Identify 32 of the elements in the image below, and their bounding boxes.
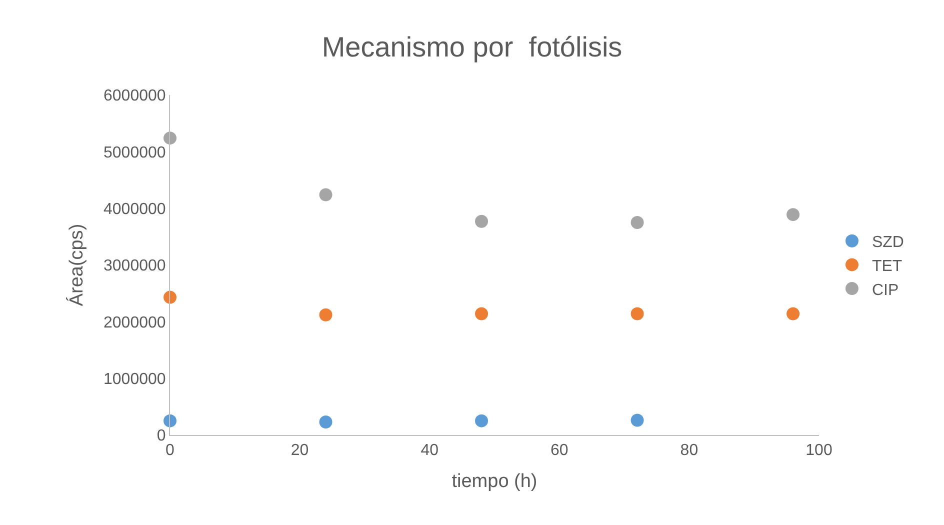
y-axis-title: Área(cps) (65, 224, 88, 306)
x-tick-label: 20 (290, 442, 309, 460)
point (630, 414, 644, 427)
y-tick-label: 2000000 (104, 314, 166, 332)
y-tick-label: 5000000 (104, 144, 166, 162)
y-tick-label: 6000000 (104, 88, 166, 105)
legend-label: SZD (872, 234, 904, 252)
x-axis-title: tiempo (h) (452, 471, 538, 492)
chart-title: Mecanismo por fotólisis (322, 31, 622, 62)
y-tick-label: 3000000 (104, 258, 166, 275)
point (475, 214, 488, 228)
x-tick-label: 100 (806, 442, 832, 460)
x-tick-label: 80 (680, 442, 698, 460)
x-tick-label: 60 (550, 442, 568, 460)
point (164, 414, 176, 428)
point (475, 414, 488, 428)
x-tick-label: 40 (420, 442, 439, 460)
point (475, 307, 488, 320)
point (164, 132, 176, 145)
legend-label: TET (872, 258, 902, 275)
y-tick-label: 1000000 (104, 370, 166, 388)
point (319, 188, 332, 202)
y-tick-label: 0 (156, 428, 166, 445)
point (319, 415, 332, 428)
legend-label: CIP (872, 282, 899, 299)
y-tick-label: 4000000 (104, 200, 166, 218)
point (164, 290, 176, 304)
point (630, 216, 644, 229)
point (786, 307, 800, 320)
point (319, 308, 332, 322)
point (786, 208, 800, 222)
point (630, 307, 644, 320)
